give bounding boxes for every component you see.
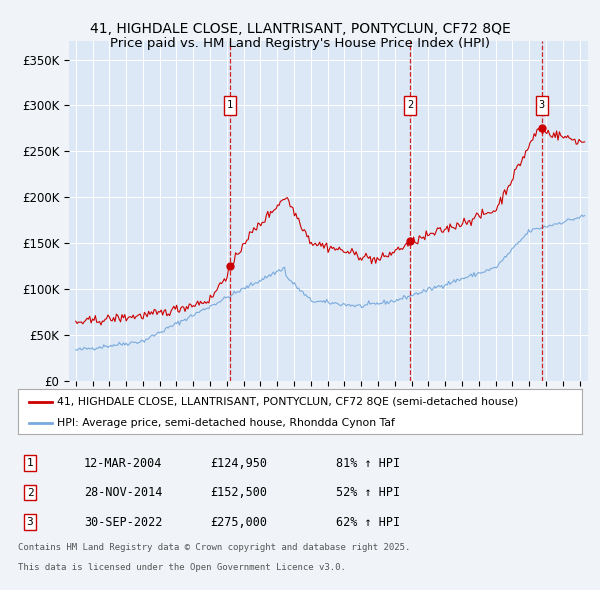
Text: 2: 2 (26, 488, 34, 497)
Text: HPI: Average price, semi-detached house, Rhondda Cynon Taf: HPI: Average price, semi-detached house,… (58, 418, 395, 428)
Text: 41, HIGHDALE CLOSE, LLANTRISANT, PONTYCLUN, CF72 8QE (semi-detached house): 41, HIGHDALE CLOSE, LLANTRISANT, PONTYCL… (58, 397, 519, 407)
Text: £275,000: £275,000 (210, 516, 267, 529)
FancyBboxPatch shape (224, 96, 236, 114)
Text: £124,950: £124,950 (210, 457, 267, 470)
Text: 3: 3 (539, 100, 545, 110)
Text: This data is licensed under the Open Government Licence v3.0.: This data is licensed under the Open Gov… (18, 563, 346, 572)
Text: 3: 3 (26, 517, 34, 527)
Text: 30-SEP-2022: 30-SEP-2022 (84, 516, 163, 529)
Text: £152,500: £152,500 (210, 486, 267, 499)
FancyBboxPatch shape (536, 96, 548, 114)
Text: 41, HIGHDALE CLOSE, LLANTRISANT, PONTYCLUN, CF72 8QE: 41, HIGHDALE CLOSE, LLANTRISANT, PONTYCL… (89, 22, 511, 37)
Text: 1: 1 (227, 100, 233, 110)
Text: 2: 2 (407, 100, 413, 110)
Text: 52% ↑ HPI: 52% ↑ HPI (336, 486, 400, 499)
Text: 28-NOV-2014: 28-NOV-2014 (84, 486, 163, 499)
Text: 81% ↑ HPI: 81% ↑ HPI (336, 457, 400, 470)
FancyBboxPatch shape (404, 96, 416, 114)
Text: Contains HM Land Registry data © Crown copyright and database right 2025.: Contains HM Land Registry data © Crown c… (18, 543, 410, 552)
Text: 1: 1 (26, 458, 34, 468)
Text: Price paid vs. HM Land Registry's House Price Index (HPI): Price paid vs. HM Land Registry's House … (110, 37, 490, 50)
Text: 12-MAR-2004: 12-MAR-2004 (84, 457, 163, 470)
Text: 62% ↑ HPI: 62% ↑ HPI (336, 516, 400, 529)
